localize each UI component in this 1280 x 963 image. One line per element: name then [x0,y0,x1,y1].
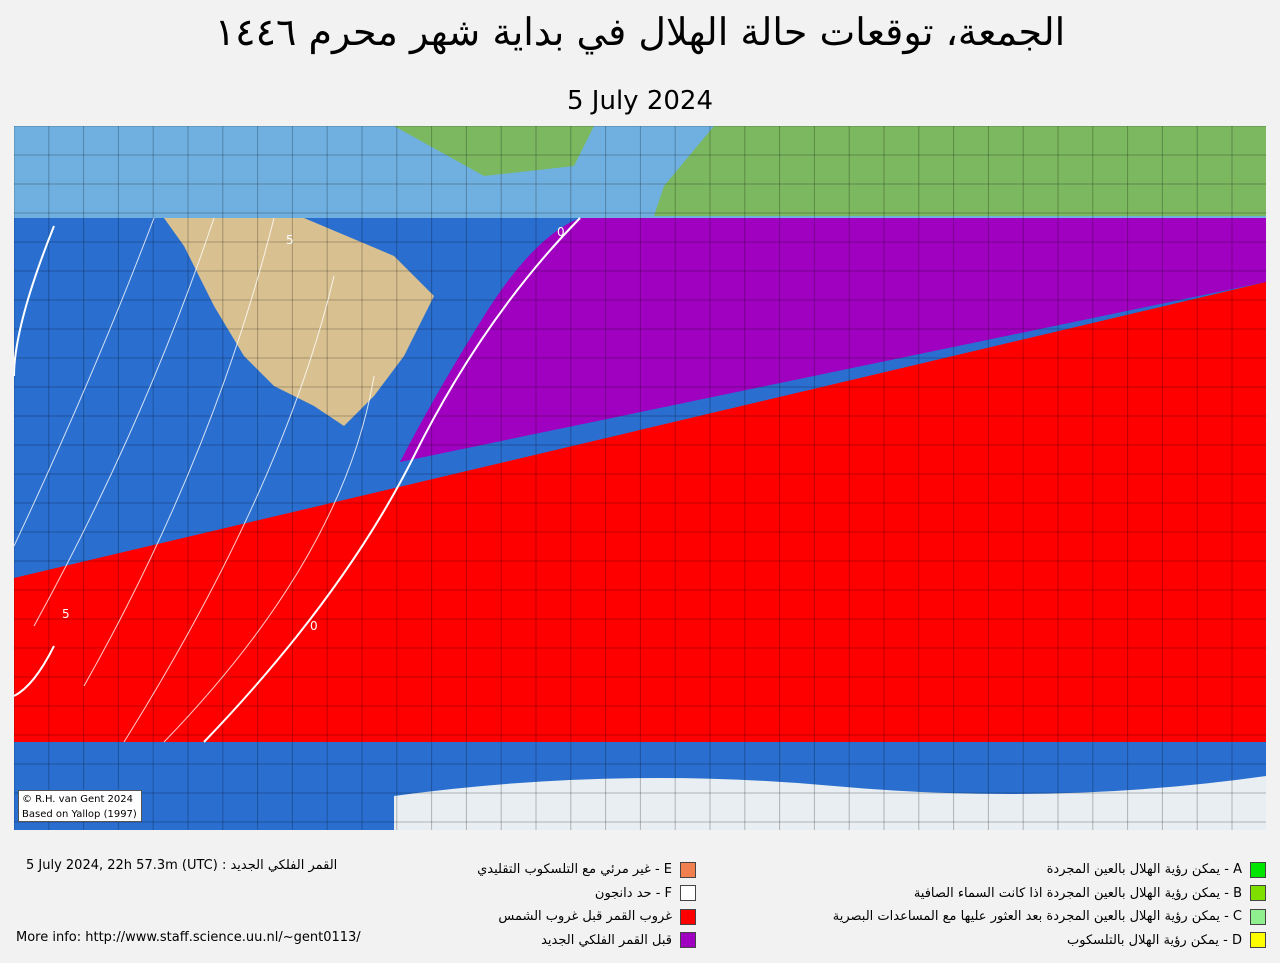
moonset-before-sunset [14,282,1266,742]
contour-label: 5 [286,233,294,247]
legend-swatch [1250,861,1266,878]
legend-swatch [1250,885,1266,902]
legend-label: C - يمكن رؤية الهلال بالعين المجردة بعد … [832,909,1242,925]
legend-swatch [680,885,696,902]
legend-item: B - يمكن رؤية الهلال بالعين المجردة اذا … [746,882,1266,906]
legend-item: A - يمكن رؤية الهلال بالعين المجردة [746,858,1266,882]
legend-swatch [680,932,696,949]
legend-label: قبل القمر الفلكي الجديد [541,932,672,948]
credit-line: Based on Yallop (1997) [22,809,137,820]
contours [14,217,581,743]
contour-label: 5 [62,607,70,621]
legend-middle: E - غير مرئي مع التلسكوب التقليدي F - حد … [380,858,696,952]
contours-thin [14,217,375,743]
credit: © R.H. van Gent 2024 Based on Yallop (19… [18,790,142,822]
legend-item: E - غير مرئي مع التلسكوب التقليدي [380,858,696,882]
legend-item: D - يمكن رؤية الهلال بالتلسكوب [746,929,1266,953]
legend-item: C - يمكن رؤية الهلال بالعين المجردة بعد … [746,905,1266,929]
contour-label: 0 [557,225,565,239]
new-moon-time: 5 July 2024, 22h 57.3m (UTC) : القمر الف… [26,858,338,873]
legend-label: D - يمكن رؤية الهلال بالتلسكوب [1067,932,1242,948]
legend-label: B - يمكن رؤية الهلال بالعين المجردة اذا … [913,885,1242,901]
legend-right: A - يمكن رؤية الهلال بالعين المجردة B - ي… [746,858,1266,952]
legend-swatch [1250,908,1266,925]
title: الجمعة، توقعات حالة الهلال في بداية شهر … [214,10,1066,54]
legend-label: F - حد دانجون [594,885,672,901]
contour-label: 0 [310,619,318,633]
credit-line: © R.H. van Gent 2024 [22,794,134,805]
grid [14,126,1266,830]
legend-swatch [680,861,696,878]
legend-item: قبل القمر الفلكي الجديد [380,929,696,953]
map: 0 5 5 0 [14,126,1266,830]
legend-item: غروب القمر قبل غروب الشمس [380,905,696,929]
north-america [164,218,434,426]
legend-label: غروب القمر قبل غروب الشمس [498,909,672,925]
more-info: More info: http://www.staff.science.uu.n… [16,930,361,945]
legend-item: F - حد دانجون [380,882,696,906]
before-new-moon [400,218,1266,462]
legend-swatch [680,908,696,925]
legend-label: E - غير مرئي مع التلسكوب التقليدي [477,862,672,878]
subtitle: 5 July 2024 [567,86,713,116]
land [394,126,1266,216]
legend-swatch [1250,932,1266,949]
antarctica [394,776,1266,830]
contour-labels: 0 5 5 0 [62,225,565,633]
legend-label: A - يمكن رؤية الهلال بالعين المجردة [1046,862,1242,878]
